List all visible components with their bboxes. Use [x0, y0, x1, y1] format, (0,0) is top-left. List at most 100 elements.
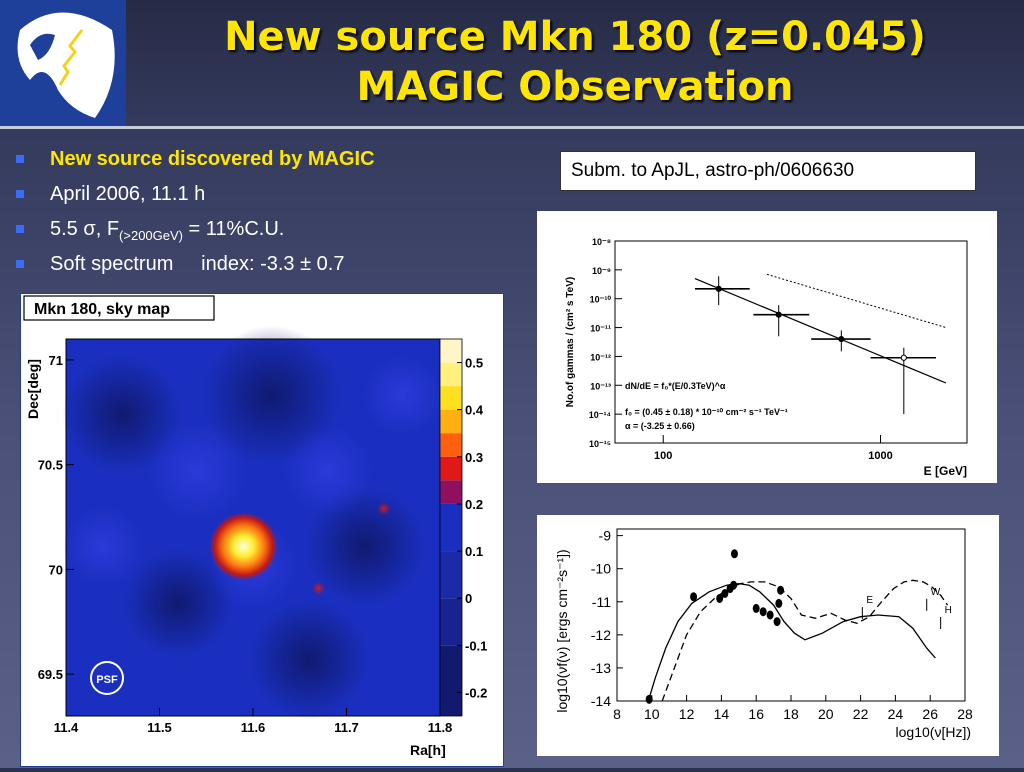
- sed-data-point: [777, 585, 785, 595]
- sed-data-point: [773, 617, 781, 627]
- sky-map-texture: [63, 506, 144, 587]
- subscript-energy: (>200GeV): [119, 228, 183, 243]
- bullet-text-prefix: 5.5: [50, 218, 84, 240]
- x-tick-label: 100: [654, 450, 672, 462]
- colorbar-tick-label: 0.1: [465, 544, 483, 559]
- spectrum-ylabel: No.of gammas / (cm² s TeV): [565, 277, 576, 407]
- y-tick-label: 70: [49, 562, 63, 577]
- x-tick-label: 22: [853, 706, 869, 722]
- magic-logo-icon: [0, 0, 126, 126]
- y-tick-label: 10⁻¹⁰: [590, 295, 612, 305]
- colorbar-tick-label: 0.4: [465, 403, 484, 418]
- colorbar-band: [440, 598, 462, 646]
- data-point: [838, 335, 845, 343]
- bullet-text: April 2006, 11.1 h: [50, 183, 206, 205]
- slide-title: New source Mkn 180 (z=0.045) MAGIC Obser…: [130, 12, 1020, 112]
- logo: [0, 0, 126, 126]
- sky-map-texture: [62, 354, 183, 475]
- sky-map-texture: [201, 325, 342, 466]
- sky-map-ylabel: Dec[deg]: [25, 359, 41, 419]
- y-tick-label: 69.5: [38, 667, 63, 682]
- sed-marker-label: E: [866, 595, 873, 606]
- sed-data-point: [775, 598, 783, 608]
- bullet-text: New source discovered by MAGIC: [50, 148, 375, 170]
- x-tick-label: 11.5: [147, 720, 172, 735]
- x-tick-label: 16: [748, 706, 764, 722]
- sed-data-point: [759, 607, 767, 617]
- y-tick-label: -10: [591, 561, 611, 577]
- bullet-marker-icon: [16, 260, 24, 268]
- y-tick-label: 10⁻¹²: [590, 352, 611, 362]
- bullet-text-suffix: = 11%C.U.: [183, 218, 285, 240]
- sed-data-point: [690, 592, 698, 602]
- fit-normalization: f₀ = (0.45 ± 0.18) * 10⁻¹⁰ cm⁻² s⁻¹ TeV⁻…: [625, 407, 788, 417]
- y-tick-label: 71: [49, 353, 63, 368]
- sky-map-texture: [123, 547, 234, 658]
- colorbar-band: [440, 503, 462, 552]
- sed-panel: 8 10 12 14 16 18 20 22 24 26 28 -9 -10 -11 -12 -13 -14 lo…: [537, 515, 999, 756]
- sed-data-point: [721, 589, 729, 598]
- title-line-2: MAGIC Observation: [356, 64, 794, 110]
- y-tick-label: 10⁻¹¹: [590, 324, 611, 334]
- sky-map-plot-area: PSF: [62, 325, 443, 720]
- y-tick-label: -13: [591, 660, 611, 676]
- colorbar-band: [440, 551, 462, 599]
- colorbar-tick-label: 0.3: [465, 450, 483, 465]
- sed-data-point: [766, 610, 774, 620]
- y-tick-label: 10⁻¹⁴: [589, 410, 611, 420]
- y-tick-label: 10⁻¹⁵: [589, 439, 611, 449]
- colorbar-tick-label: 0.5: [465, 356, 483, 371]
- y-tick-label: 10⁻⁹: [592, 266, 611, 276]
- bullet-marker-icon: [16, 225, 24, 233]
- bullet-marker-icon: [16, 155, 24, 163]
- bullet-text: Soft spectrum index: -3.3 ± 0.7: [50, 253, 345, 275]
- sky-map-hotspot: [311, 581, 326, 596]
- sed-data-point: [716, 593, 724, 603]
- sky-map-title: Mkn 180, sky map: [34, 301, 170, 318]
- x-tick-label: 28: [957, 706, 973, 722]
- colorbar-tick-label: 0: [465, 591, 472, 606]
- sky-map-axes: 11.4 11.5 11.6 11.7 11.8 71 70.5 70 69.5: [38, 353, 453, 735]
- colorbar-band: [440, 480, 462, 504]
- colorbar-band: [440, 386, 462, 410]
- sed-data-point: [752, 603, 760, 613]
- bullet-text-mid: , F: [95, 218, 120, 240]
- fit-index: α = (-3.25 ± 0.66): [625, 421, 695, 431]
- spectrum-xlabel: E [GeV]: [924, 464, 967, 478]
- x-tick-label: 11.7: [334, 720, 359, 735]
- data-point: [775, 311, 782, 318]
- y-tick-label: -11: [592, 594, 611, 610]
- bullet-item: 5.5 σ, F(>200GeV) = 11%C.U.: [14, 213, 375, 248]
- sed-marker-label: H: [945, 605, 952, 616]
- colorbar-tick-label: -0.1: [465, 638, 487, 653]
- sky-map-texture: [305, 486, 426, 607]
- colorbar-band: [440, 645, 462, 716]
- x-tick-label: 11.4: [54, 720, 79, 735]
- submission-note: Subm. to ApJL, astro-ph/0606630: [560, 151, 976, 191]
- spectrum-frame: [614, 240, 968, 444]
- sky-map-texture: [146, 420, 247, 521]
- colorbar-band: [440, 456, 462, 481]
- sed-chart: 8 10 12 14 16 18 20 22 24 26 28 -9 -10 -11 -12 -13 -14 lo…: [554, 528, 973, 740]
- colorbar-tick-label: 0.2: [465, 497, 483, 512]
- sky-map-panel: Mkn 180, sky map PSF 11.4 11.5 11.6 11.7 11.…: [20, 293, 504, 767]
- sed-xlabel: log10(ν[Hz]): [896, 724, 971, 740]
- sky-map-xlabel: Ra[h]: [410, 742, 446, 758]
- x-tick-label: 20: [818, 706, 834, 722]
- header-bar: New source Mkn 180 (z=0.045) MAGIC Obser…: [0, 0, 1024, 126]
- sed-model-dashed: [661, 579, 949, 702]
- sky-map-texture: [249, 599, 370, 720]
- colorbar-tick-label: -0.2: [465, 685, 487, 700]
- bullet-item: New source discovered by MAGIC: [14, 143, 375, 178]
- sed-frame: [616, 528, 966, 702]
- header-divider: [0, 126, 1024, 129]
- colorbar-band: [440, 362, 462, 387]
- psf-label: PSF: [96, 674, 118, 686]
- x-tick-label: 26: [922, 706, 938, 722]
- y-tick-label: -12: [591, 627, 611, 643]
- x-tick-label: 11.6: [241, 720, 266, 735]
- colorbar-band: [440, 409, 462, 434]
- sky-map-hotspot: [376, 501, 391, 516]
- x-tick-label: 8: [613, 706, 621, 722]
- x-tick-label: 12: [679, 706, 695, 722]
